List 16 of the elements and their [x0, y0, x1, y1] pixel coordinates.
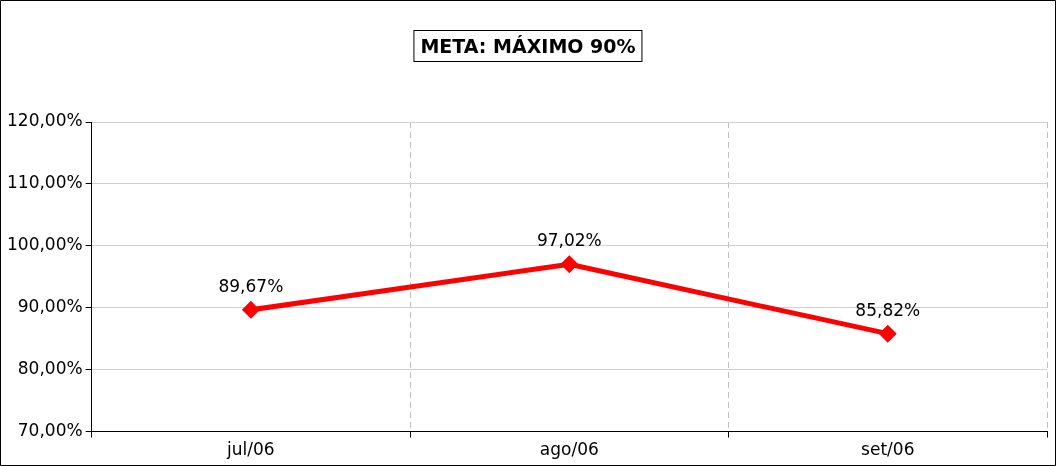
y-tick-label: 70,00% — [17, 420, 83, 441]
data-label: 85,82% — [855, 299, 921, 320]
y-tick-label: 80,00% — [17, 358, 83, 379]
point — [560, 255, 579, 274]
x-tick-label: set/06 — [861, 439, 915, 460]
data-label: 97,02% — [536, 230, 602, 251]
point — [878, 324, 897, 343]
chart-title: META: MÁXIMO 90% — [413, 30, 643, 62]
y-tick-label: 110,00% — [7, 172, 83, 193]
point — [241, 300, 260, 319]
data-label: 89,67% — [218, 275, 284, 296]
x-tick-label: jul/06 — [226, 439, 275, 460]
y-tick-label: 90,00% — [17, 296, 83, 317]
y-tick-label: 100,00% — [7, 234, 83, 255]
y-tick-label: 120,00% — [7, 110, 83, 131]
x-tick-label: ago/06 — [539, 439, 599, 460]
